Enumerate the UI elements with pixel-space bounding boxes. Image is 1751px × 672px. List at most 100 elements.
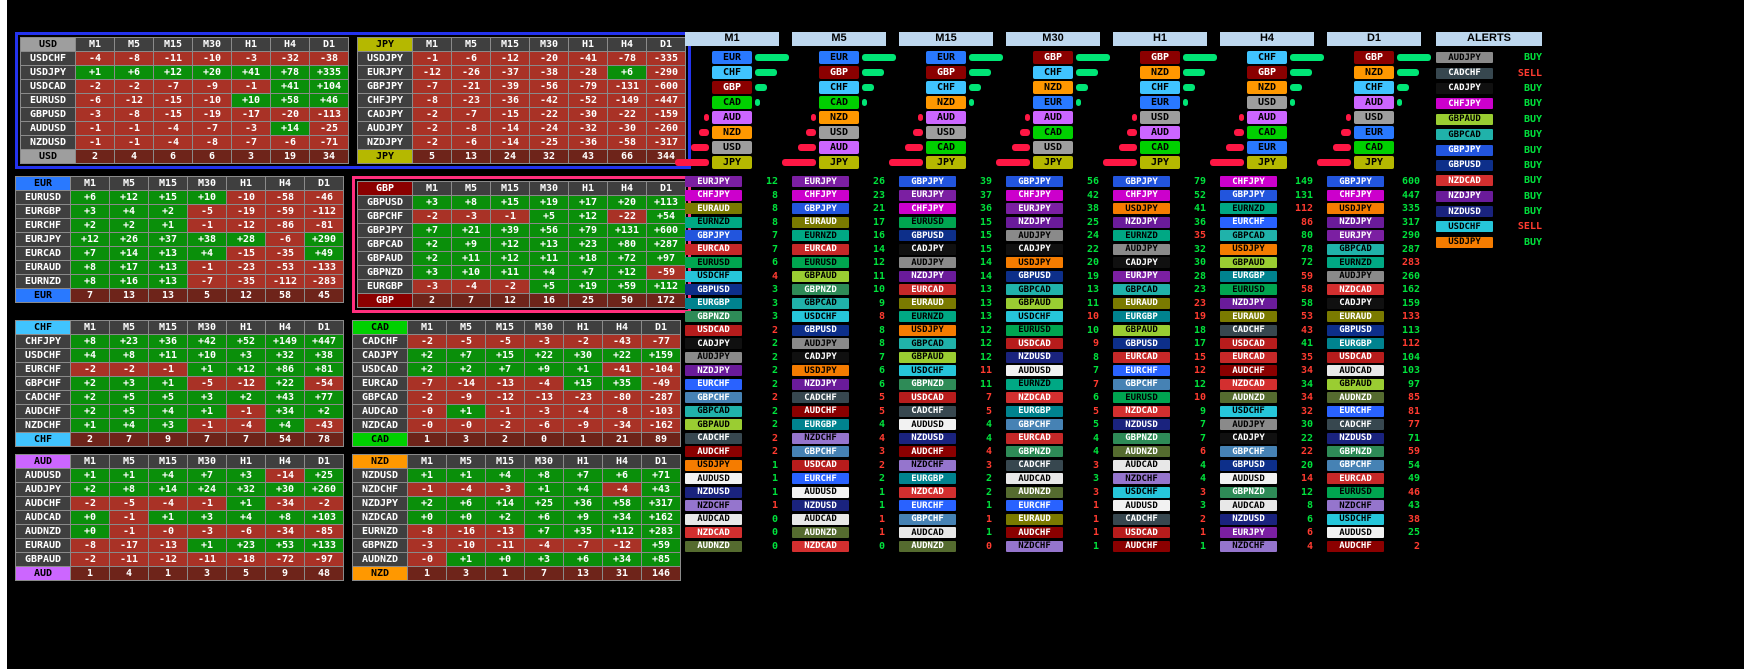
- pair-badge-gbpcad[interactable]: GBPCAD: [899, 338, 956, 350]
- alert-pair-badge-nzdjpy[interactable]: NZDJPY: [1436, 190, 1493, 202]
- currency-badge-usd[interactable]: USD: [926, 126, 966, 139]
- currency-badge-cad[interactable]: CAD: [712, 96, 752, 109]
- alert-pair-badge-cadchf[interactable]: CADCHF: [1436, 67, 1493, 79]
- currency-badge-aud[interactable]: AUD: [1140, 126, 1180, 139]
- pair-badge-gbpjpy[interactable]: GBPJPY: [792, 203, 849, 215]
- pair-badge-audusd[interactable]: AUDUSD: [899, 419, 956, 431]
- pair-badge-chfjpy[interactable]: CHFJPY: [1220, 176, 1277, 188]
- pair-badge-audnzd[interactable]: AUDNZD: [1327, 392, 1384, 404]
- currency-badge-jpy[interactable]: JPY: [819, 156, 859, 169]
- currency-badge-aud[interactable]: AUD: [1354, 96, 1394, 109]
- currency-badge-nzd[interactable]: NZD: [1140, 66, 1180, 79]
- pair-badge-usdchf[interactable]: USDCHF: [1113, 486, 1170, 498]
- currency-badge-chf[interactable]: CHF: [819, 81, 859, 94]
- pair-badge-gbpnzd[interactable]: GBPNZD: [792, 284, 849, 296]
- pair-badge-nzdusd[interactable]: NZDUSD: [1220, 513, 1277, 525]
- pair-badge-audjpy[interactable]: AUDJPY: [1006, 230, 1063, 242]
- pair-badge-nzdjpy[interactable]: NZDJPY: [1113, 216, 1170, 228]
- currency-badge-gbp[interactable]: GBP: [712, 81, 752, 94]
- pair-badge-cadjpy[interactable]: CADJPY: [899, 243, 956, 255]
- pair-badge-gbpnzd[interactable]: GBPNZD: [685, 311, 742, 323]
- pair-badge-chfjpy[interactable]: CHFJPY: [1006, 189, 1063, 201]
- currency-badge-nzd[interactable]: NZD: [926, 96, 966, 109]
- currency-badge-gbp[interactable]: GBP: [1140, 51, 1180, 64]
- currency-badge-nzd[interactable]: NZD: [1354, 66, 1394, 79]
- pair-badge-eurcad[interactable]: EURCAD: [1006, 432, 1063, 444]
- pair-badge-usdjpy[interactable]: USDJPY: [685, 459, 742, 471]
- currency-badge-gbp[interactable]: GBP: [926, 66, 966, 79]
- pair-badge-gbpusd[interactable]: GBPUSD: [792, 324, 849, 336]
- pair-badge-audusd[interactable]: AUDUSD: [1327, 527, 1384, 539]
- pair-badge-chfjpy[interactable]: CHFJPY: [1113, 189, 1170, 201]
- pair-badge-audchf[interactable]: AUDCHF: [899, 446, 956, 458]
- pair-badge-chfjpy[interactable]: CHFJPY: [792, 189, 849, 201]
- pair-badge-gbpchf[interactable]: GBPCHF: [792, 446, 849, 458]
- pair-badge-audnzd[interactable]: AUDNZD: [1006, 486, 1063, 498]
- alert-pair-badge-gbpusd[interactable]: GBPUSD: [1436, 159, 1493, 171]
- pair-badge-eurnzd[interactable]: EURNZD: [685, 216, 742, 228]
- pair-badge-audjpy[interactable]: AUDJPY: [685, 351, 742, 363]
- pair-badge-gbpusd[interactable]: GBPUSD: [685, 284, 742, 296]
- pair-badge-eurchf[interactable]: EURCHF: [899, 500, 956, 512]
- pair-badge-gbpusd[interactable]: GBPUSD: [1006, 270, 1063, 282]
- currency-badge-cad[interactable]: CAD: [819, 96, 859, 109]
- pair-badge-gbpaud[interactable]: GBPAUD: [685, 419, 742, 431]
- pair-badge-eurchf[interactable]: EURCHF: [1006, 500, 1063, 512]
- pair-badge-eurgbp[interactable]: EURGBP: [1006, 405, 1063, 417]
- pair-badge-gbpusd[interactable]: GBPUSD: [1113, 338, 1170, 350]
- pair-badge-nzdchf[interactable]: NZDCHF: [899, 459, 956, 471]
- pair-badge-eurnzd[interactable]: EURNZD: [1113, 230, 1170, 242]
- pair-badge-eurgbp[interactable]: EURGBP: [685, 297, 742, 309]
- pair-badge-eurchf[interactable]: EURCHF: [685, 378, 742, 390]
- pair-badge-eurgbp[interactable]: EURGBP: [899, 473, 956, 485]
- currency-badge-jpy[interactable]: JPY: [1354, 156, 1394, 169]
- pair-badge-nzdchf[interactable]: NZDCHF: [1327, 500, 1384, 512]
- currency-badge-nzd[interactable]: NZD: [712, 126, 752, 139]
- pair-badge-eurcad[interactable]: EURCAD: [1327, 473, 1384, 485]
- pair-badge-nzdchf[interactable]: NZDCHF: [1006, 540, 1063, 552]
- pair-badge-eurchf[interactable]: EURCHF: [1220, 216, 1277, 228]
- pair-badge-nzdjpy[interactable]: NZDJPY: [792, 378, 849, 390]
- currency-badge-aud[interactable]: AUD: [819, 141, 859, 154]
- currency-badge-nzd[interactable]: NZD: [1033, 81, 1073, 94]
- currency-badge-gbp[interactable]: GBP: [1033, 51, 1073, 64]
- pair-badge-nzdcad[interactable]: NZDCAD: [792, 540, 849, 552]
- pair-badge-gbpjpy[interactable]: GBPJPY: [1006, 176, 1063, 188]
- pair-badge-gbpcad[interactable]: GBPCAD: [685, 405, 742, 417]
- pair-badge-usdcad[interactable]: USDCAD: [1006, 338, 1063, 350]
- pair-badge-euraud[interactable]: EURAUD: [1006, 513, 1063, 525]
- pair-badge-gbpaud[interactable]: GBPAUD: [899, 351, 956, 363]
- currency-badge-aud[interactable]: AUD: [1247, 111, 1287, 124]
- pair-badge-eurusd[interactable]: EURUSD: [1327, 486, 1384, 498]
- pair-badge-nzdchf[interactable]: NZDCHF: [685, 500, 742, 512]
- pair-badge-euraud[interactable]: EURAUD: [1113, 297, 1170, 309]
- pair-badge-usdjpy[interactable]: USDJPY: [1113, 203, 1170, 215]
- currency-badge-usd[interactable]: USD: [1140, 111, 1180, 124]
- currency-badge-usd[interactable]: USD: [712, 141, 752, 154]
- pair-badge-eurchf[interactable]: EURCHF: [792, 473, 849, 485]
- pair-badge-audchf[interactable]: AUDCHF: [1327, 540, 1384, 552]
- pair-badge-audnzd[interactable]: AUDNZD: [1220, 392, 1277, 404]
- pair-badge-eurusd[interactable]: EURUSD: [792, 257, 849, 269]
- pair-badge-audcad[interactable]: AUDCAD: [1113, 459, 1170, 471]
- pair-badge-gbpusd[interactable]: GBPUSD: [1327, 324, 1384, 336]
- pair-badge-eurusd[interactable]: EURUSD: [1006, 324, 1063, 336]
- currency-badge-eur[interactable]: EUR: [1354, 126, 1394, 139]
- pair-badge-nzdusd[interactable]: NZDUSD: [1113, 419, 1170, 431]
- currency-badge-chf[interactable]: CHF: [1033, 66, 1073, 79]
- currency-badge-cad[interactable]: CAD: [1140, 141, 1180, 154]
- currency-badge-usd[interactable]: USD: [1033, 141, 1073, 154]
- pair-badge-gbpcad[interactable]: GBPCAD: [1220, 230, 1277, 242]
- pair-badge-nzdjpy[interactable]: NZDJPY: [899, 270, 956, 282]
- currency-badge-gbp[interactable]: GBP: [1247, 66, 1287, 79]
- pair-badge-chfjpy[interactable]: CHFJPY: [899, 203, 956, 215]
- pair-badge-usdchf[interactable]: USDCHF: [899, 365, 956, 377]
- pair-badge-eurusd[interactable]: EURUSD: [685, 257, 742, 269]
- pair-badge-euraud[interactable]: EURAUD: [899, 297, 956, 309]
- pair-badge-audcad[interactable]: AUDCAD: [1006, 473, 1063, 485]
- pair-badge-audusd[interactable]: AUDUSD: [792, 486, 849, 498]
- pair-badge-nzdusd[interactable]: NZDUSD: [899, 432, 956, 444]
- pair-badge-audusd[interactable]: AUDUSD: [1006, 365, 1063, 377]
- pair-badge-eurusd[interactable]: EURUSD: [1113, 392, 1170, 404]
- pair-badge-eurusd[interactable]: EURUSD: [899, 216, 956, 228]
